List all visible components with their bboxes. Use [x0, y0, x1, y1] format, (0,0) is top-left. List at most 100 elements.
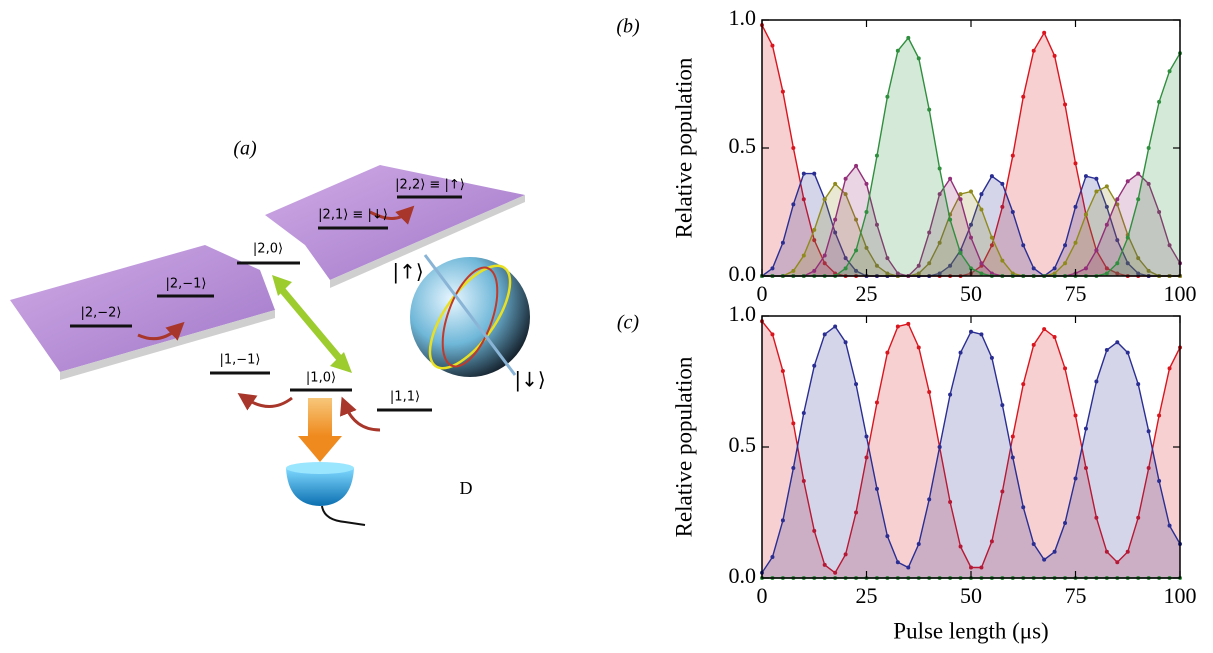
data-point: [979, 192, 984, 197]
data-point: [1167, 523, 1172, 528]
x-axis-label: Pulse length (μs): [893, 618, 1048, 643]
data-point: [843, 192, 848, 197]
data-point: [1083, 174, 1088, 179]
data-point: [1125, 179, 1130, 184]
data-point: [1000, 258, 1005, 263]
data-point: [1021, 382, 1026, 387]
beam-head: [298, 436, 342, 462]
arrow-head: [272, 275, 292, 296]
lower-plane: [10, 245, 275, 372]
data-point: [885, 350, 890, 355]
data-point: [801, 410, 806, 415]
y-axis-label: Relative population: [671, 356, 696, 537]
data-point: [969, 565, 973, 570]
data-point: [885, 94, 890, 99]
data-point: [780, 369, 785, 374]
data-point: [948, 217, 953, 222]
data-point: [1083, 212, 1088, 217]
data-point: [1104, 184, 1109, 189]
data-point: [812, 171, 817, 176]
data-point: [969, 235, 973, 240]
data-point: [1136, 271, 1141, 276]
data-point: [969, 222, 973, 227]
data-point: [801, 197, 806, 202]
data-point: [979, 332, 984, 337]
y-tick-label: 0.5: [729, 133, 757, 158]
data-point: [1167, 366, 1172, 371]
data-point: [989, 355, 994, 360]
data-point: [1000, 489, 1005, 494]
data-point: [948, 392, 953, 397]
diagram: (a) |2,2⟩ ≡ |↑⟩ |2,1⟩ ≡ |↓⟩ |2,0⟩ |2,−1⟩…: [10, 138, 546, 526]
level-label: |1,−1⟩: [219, 353, 260, 368]
data-point: [906, 35, 911, 40]
data-point: [1104, 204, 1109, 209]
data-point: [1031, 48, 1036, 53]
data-point: [1052, 549, 1057, 554]
sphere-circle: [428, 264, 512, 370]
data-point: [906, 321, 911, 326]
data-point: [937, 271, 942, 276]
series-area: [762, 326, 1180, 578]
data-point: [791, 465, 796, 470]
x-tick-label: 0: [757, 281, 768, 306]
data-point: [1104, 549, 1109, 554]
data-point: [1052, 266, 1057, 271]
data-point: [1136, 515, 1141, 520]
data-point: [833, 324, 838, 329]
data-point: [989, 174, 994, 179]
data-point: [822, 253, 827, 258]
bloch-label: |↑⟩: [392, 260, 423, 284]
data-point: [1094, 176, 1099, 181]
data-point: [1146, 465, 1151, 470]
detector-rim: [286, 462, 354, 474]
data-point: [1021, 94, 1026, 99]
data-point: [822, 197, 827, 202]
data-point: [770, 43, 775, 48]
y-tick-label: 1.0: [729, 301, 757, 326]
data-point: [833, 217, 838, 222]
upper-plane-edge: [330, 195, 525, 288]
data-point: [979, 565, 984, 570]
data-point: [1094, 189, 1099, 194]
data-point: [1125, 350, 1130, 355]
data-point: [1042, 557, 1047, 562]
x-tick-label: 100: [1164, 583, 1197, 608]
data-point: [895, 271, 900, 276]
data-point: [979, 261, 984, 266]
data-point: [854, 268, 859, 273]
detection-beam: [308, 398, 332, 436]
y-tick-label: 0.0: [729, 563, 757, 588]
data-point: [1104, 271, 1109, 276]
lower-plane-edge: [60, 310, 275, 380]
data-point: [854, 248, 859, 253]
data-point: [1031, 342, 1036, 347]
level-label: |2,2⟩ ≡ |↑⟩: [395, 178, 465, 193]
data-point: [1042, 30, 1047, 35]
data-point: [1073, 204, 1078, 209]
data-point: [1167, 243, 1172, 248]
data-point: [1146, 181, 1151, 186]
data-point: [843, 552, 848, 557]
data-point: [854, 217, 859, 222]
data-point: [791, 421, 796, 426]
x-tick-label: 100: [1164, 281, 1197, 306]
data-point: [895, 324, 900, 329]
detector-cable: [321, 505, 366, 526]
data-point: [1146, 429, 1151, 434]
data-point: [812, 238, 817, 243]
data-point: [791, 146, 796, 150]
chart: 0.0 0.5 1.0 0 25 50 75 100 (b) Relative populatio…: [616, 5, 1196, 306]
panel-label: (b): [616, 16, 640, 38]
data-point: [1167, 69, 1172, 74]
data-point: [780, 518, 785, 523]
data-point: [927, 230, 932, 235]
data-point: [1094, 515, 1099, 520]
data-point: [948, 500, 953, 505]
level-label: |2,0⟩: [253, 242, 283, 257]
series-area: [762, 183, 1180, 276]
detector-label: D: [460, 478, 473, 498]
level-lines: [70, 195, 462, 412]
data-point: [801, 253, 806, 258]
data-point: [822, 562, 827, 567]
